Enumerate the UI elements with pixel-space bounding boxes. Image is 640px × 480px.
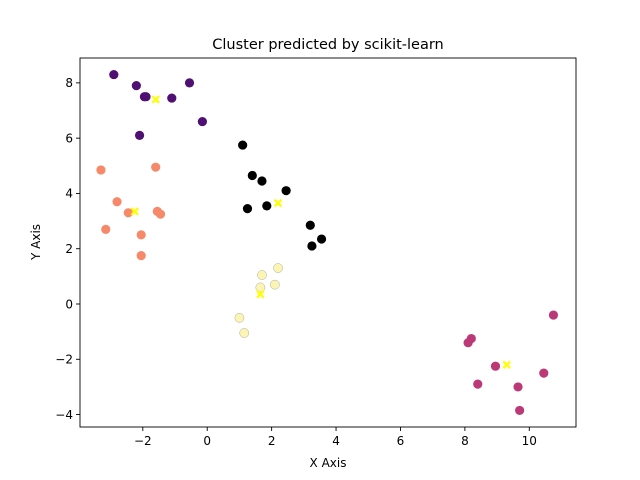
y-axis-label: Y Axis [29, 224, 43, 261]
x-tick-label: 4 [332, 434, 340, 448]
data-point [167, 93, 177, 103]
data-point [305, 220, 315, 230]
data-point [112, 197, 122, 207]
data-point [238, 140, 248, 150]
data-point [463, 338, 473, 348]
x-tick-label: 8 [461, 434, 469, 448]
centroid-marker [502, 360, 511, 370]
y-tick-label: 8 [65, 76, 73, 90]
data-point [96, 165, 106, 175]
data-point [131, 81, 141, 91]
x-tick-label: 10 [522, 434, 537, 448]
data-point [134, 130, 145, 140]
data-point [247, 170, 257, 181]
y-tick-label: −4 [55, 408, 73, 422]
x-tick-label: −2 [134, 434, 152, 448]
data-point [316, 234, 327, 244]
plot-frame [79, 57, 577, 428]
x-axis-ticks: −2 0 2 4 6 8 10 [134, 427, 537, 448]
data-point [109, 69, 119, 80]
centroid-markers [130, 95, 511, 370]
data-point [234, 313, 245, 323]
data-point [281, 186, 291, 196]
centroid-marker [151, 95, 160, 104]
centroid-marker [256, 290, 265, 299]
data-point [242, 204, 253, 214]
data-point [539, 368, 549, 378]
y-tick-label: 6 [65, 131, 73, 145]
y-tick-label: 2 [65, 242, 73, 256]
x-tick-label: 6 [397, 434, 405, 448]
x-axis-label: X Axis [310, 456, 347, 470]
data-point [101, 224, 111, 234]
data-point [307, 241, 317, 251]
centroid-marker [130, 207, 139, 216]
data-point [151, 162, 161, 172]
data-point [273, 263, 283, 273]
data-point [239, 328, 250, 338]
data-point [197, 116, 207, 127]
x-tick-label: 2 [268, 434, 276, 448]
data-point [270, 279, 280, 290]
data-point [155, 209, 166, 219]
x-tick-label: 0 [203, 434, 211, 448]
data-point [255, 282, 266, 293]
y-tick-label: 4 [65, 187, 73, 201]
data-point [473, 379, 483, 389]
data-point [136, 230, 146, 240]
data-point [136, 251, 146, 261]
data-point [257, 176, 267, 186]
y-tick-label: −2 [55, 353, 73, 367]
chart-title: Cluster predicted by scikit-learn [212, 37, 444, 53]
data-point [123, 208, 133, 218]
data-points [96, 69, 559, 416]
data-point [515, 405, 525, 416]
centroid-marker [273, 198, 283, 208]
data-point [141, 92, 151, 102]
data-point [184, 78, 195, 88]
data-point [490, 361, 501, 371]
y-tick-label: 0 [65, 297, 73, 311]
data-point [257, 270, 267, 280]
data-point [513, 382, 523, 392]
data-point [262, 201, 272, 211]
data-point [548, 310, 559, 320]
y-axis-ticks: −4 −2 0 2 4 6 8 [55, 76, 80, 422]
